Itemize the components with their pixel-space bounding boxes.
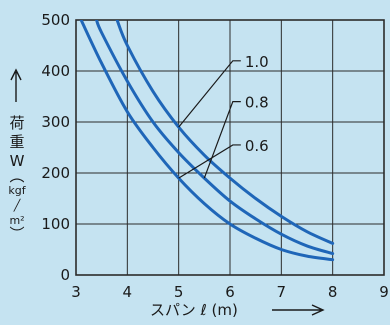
y-axis-label-char-1: 荷 [9,114,24,132]
tick-labels: 3 4 5 6 7 8 9 0 100 200 300 400 500 [41,11,388,301]
y-axis-arrow-icon [10,68,22,102]
annotation-leader-0.8 [203,100,241,179]
series-lines [79,20,335,262]
series-line-1.0 [115,20,335,245]
x-tick-label-7: 7 [277,283,287,301]
y-axis-label-paren-open: ︵ [9,167,24,185]
annotations: 1.0 0.8 0.6 [178,53,269,179]
y-axis-label-unit-bottom: m² [9,214,24,227]
series-line-0.6 [79,20,335,262]
y-tick-label-100: 100 [41,215,70,233]
annotation-leader-1.0 [178,60,241,128]
y-axis-label-unit-top: kgf [8,184,26,197]
y-axis-label-slash: ╱ [13,198,22,212]
annotation-label-0.8: 0.8 [245,94,269,112]
y-tick-label-400: 400 [41,62,70,80]
y-axis-label-char-2: 重 [9,133,24,151]
annotation-label-1.0: 1.0 [245,53,269,71]
x-tick-label-3: 3 [71,283,81,301]
grid [75,19,385,276]
y-axis-label: 荷 重 W ︵ kgf ╱ m² ︶ [8,68,27,243]
x-tick-label-8: 8 [328,283,338,301]
series-line-0.8 [95,20,335,256]
x-tick-label-6: 6 [225,283,235,301]
y-axis-label-char-3: W [10,152,25,170]
y-tick-label-300: 300 [41,113,70,131]
x-axis-label: スパン ℓ (m) [150,301,325,319]
x-tick-label-5: 5 [174,283,184,301]
y-axis-label-paren-close: ︶ [9,225,24,243]
x-tick-label-9: 9 [379,283,389,301]
x-axis-label-text: スパン ℓ (m) [150,301,238,319]
y-tick-label-0: 0 [60,266,70,284]
y-tick-label-500: 500 [41,11,70,29]
y-tick-label-200: 200 [41,164,70,182]
annotation-leader-0.6 [178,144,241,179]
x-axis-arrow-icon [272,304,325,316]
x-tick-label-4: 4 [123,283,133,301]
annotation-label-0.6: 0.6 [245,137,269,155]
